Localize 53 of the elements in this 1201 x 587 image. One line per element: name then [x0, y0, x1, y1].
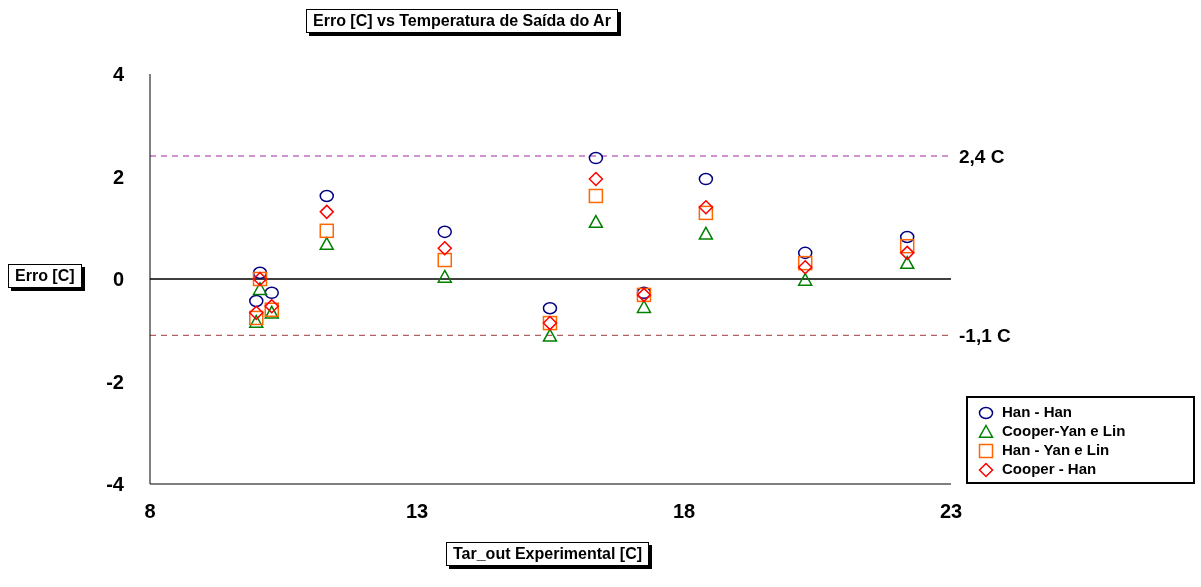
point: [319, 189, 334, 203]
point: [542, 301, 558, 315]
ref-line-label: 2,4 C: [959, 145, 1005, 167]
y-tick-label: 0: [112, 268, 124, 291]
point: [797, 255, 813, 271]
point: [437, 241, 453, 256]
point: [264, 286, 279, 300]
point: [437, 225, 453, 239]
x-tick-label: 23: [939, 500, 963, 523]
point: [899, 238, 915, 254]
x-axis-title: Tar_out Experimental [C]: [446, 542, 650, 566]
point: [249, 305, 264, 321]
chart-title: Erro [C] vs Temperatura de Saída do Ar: [306, 9, 618, 33]
point: [698, 205, 714, 221]
point: [797, 272, 813, 286]
y-axis-title: Erro [C]: [8, 264, 82, 288]
point: [588, 214, 604, 229]
point: [588, 188, 604, 204]
point: [588, 151, 604, 165]
legend-label: Han - Han: [1002, 403, 1073, 420]
point: [319, 204, 334, 220]
point: [264, 298, 279, 314]
point: [588, 171, 604, 187]
y-tick-label: 4: [112, 63, 125, 86]
point: [437, 252, 453, 268]
legend-label: Han - Yan e Lin: [1002, 441, 1110, 459]
point: [249, 294, 264, 308]
y-tick-label: -4: [106, 473, 125, 496]
point: [899, 245, 915, 261]
point: [319, 236, 334, 251]
point: [797, 259, 813, 275]
legend-label: Cooper-Yan e Lin: [1002, 422, 1126, 440]
point: [797, 246, 813, 260]
point: [698, 226, 714, 240]
point: [698, 200, 714, 215]
point: [249, 314, 264, 328]
legend-label: Cooper - Han: [1002, 460, 1097, 478]
point: [437, 269, 453, 283]
ref-line-label: -1,1 C: [959, 325, 1012, 347]
y-tick-label: 2: [112, 165, 124, 188]
x-tick-label: 8: [144, 500, 156, 523]
point: [542, 328, 558, 342]
point: [252, 282, 268, 296]
y-tick-label: -2: [106, 370, 124, 393]
point: [698, 172, 714, 186]
point: [899, 255, 915, 270]
point: [319, 223, 334, 239]
x-tick-label: 13: [405, 500, 429, 523]
point: [636, 299, 652, 314]
x-tick-label: 18: [672, 500, 696, 523]
point: [252, 266, 268, 280]
point: [899, 230, 915, 244]
point: [249, 310, 264, 326]
